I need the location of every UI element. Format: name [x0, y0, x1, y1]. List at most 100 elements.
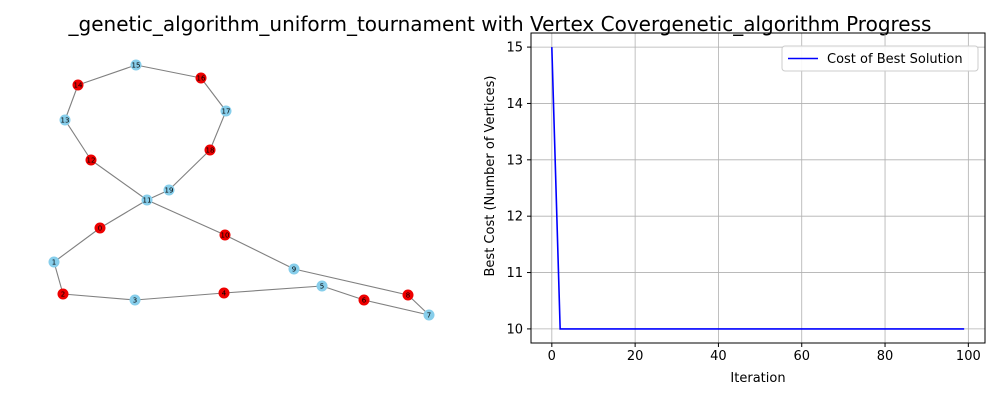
graph-edge — [134, 292, 225, 301]
graph-edge — [209, 110, 227, 151]
graph-node-marker — [204, 144, 216, 156]
graph-node-label: 9 — [292, 266, 296, 274]
graph-edge — [363, 299, 430, 316]
graph-edge — [77, 64, 137, 86]
graph-node: 12 — [85, 154, 97, 166]
graph-node-label: 16 — [197, 75, 206, 83]
graph-node: 6 — [358, 294, 370, 306]
graph-node-label: 1 — [52, 259, 56, 267]
graph-node-label: 19 — [165, 187, 174, 195]
graph-edge — [99, 199, 148, 229]
graph-node-label: 12 — [87, 157, 96, 165]
graph-edge — [321, 285, 365, 301]
graph-node-marker — [57, 288, 69, 300]
graph-node-marker — [141, 194, 153, 206]
graph-node-label: 6 — [362, 297, 367, 305]
x-axis-label: Iteration — [730, 371, 785, 386]
graph-node: 19 — [163, 184, 175, 196]
graph-node-label: 4 — [222, 290, 227, 298]
graph-node-label: 7 — [427, 312, 431, 320]
chart-ticks: 0 20 40 60 80 100 10 11 12 13 14 15 — [506, 41, 980, 364]
graph-node: 13 — [59, 114, 71, 126]
graph-node-marker — [48, 256, 60, 268]
graph-node-label: 3 — [133, 297, 137, 305]
x-tick-label: 80 — [877, 349, 894, 364]
graph-edge — [293, 268, 409, 296]
graph-node-marker — [59, 114, 71, 126]
graph-node-marker — [316, 280, 328, 292]
graph-node-label: 0 — [98, 225, 102, 233]
figure-title: _genetic_algorithm_uniform_tournament wi… — [68, 12, 932, 36]
graph-node-label: 2 — [61, 291, 65, 299]
graph-node-label: 15 — [132, 62, 141, 70]
y-tick-label: 12 — [506, 210, 523, 225]
graph-node-label: 18 — [206, 147, 215, 155]
graph-node-label: 10 — [221, 232, 230, 240]
graph-edges — [53, 64, 430, 316]
graph-node: 2 — [57, 288, 69, 300]
graph-edge — [64, 84, 79, 121]
graph-node: 5 — [316, 280, 328, 292]
graph-edge — [224, 234, 295, 270]
graph-node-marker — [220, 105, 232, 117]
graph-node-marker — [163, 184, 175, 196]
graph-node-marker — [72, 79, 84, 91]
chart-legend: Cost of Best Solution — [781, 45, 979, 72]
graph-node-marker — [195, 72, 207, 84]
graph-node: 3 — [129, 294, 141, 306]
graph-node: 11 — [141, 194, 153, 206]
chart-frame — [530, 32, 986, 344]
graph-node: 1 — [48, 256, 60, 268]
graph-edge — [53, 261, 64, 295]
graph-edge — [53, 227, 101, 263]
graph-node-marker — [423, 309, 435, 321]
graph-edge — [64, 119, 92, 161]
graph-node: 17 — [220, 105, 232, 117]
graph-node: 10 — [219, 229, 231, 241]
x-tick-label: 0 — [548, 349, 556, 364]
graph-node-marker — [219, 229, 231, 241]
y-tick-label: 15 — [506, 41, 523, 56]
legend-label: Cost of Best Solution — [827, 52, 963, 67]
graph-node: 14 — [72, 79, 84, 91]
graph-node-marker — [85, 154, 97, 166]
graph-node-label: 17 — [222, 108, 231, 116]
graph-edge — [168, 149, 211, 191]
graph-node-marker — [129, 294, 141, 306]
y-tick-label: 14 — [506, 97, 523, 112]
graph-edge — [146, 199, 226, 236]
graph-node: 8 — [402, 289, 414, 301]
chart-series — [551, 47, 965, 330]
x-tick-label: 100 — [956, 349, 981, 364]
graph-node-marker — [402, 289, 414, 301]
graph-node: 4 — [218, 287, 230, 299]
graph-node-label: 11 — [143, 197, 152, 205]
x-tick-label: 40 — [710, 349, 727, 364]
legend-box — [781, 45, 979, 72]
graph-node: 16 — [195, 72, 207, 84]
graph-node-marker — [218, 287, 230, 299]
y-tick-label: 10 — [506, 322, 523, 337]
series-line — [551, 47, 965, 330]
graph-edge — [62, 293, 136, 301]
graph-edge — [90, 159, 148, 201]
graph-node-marker — [288, 263, 300, 275]
graph-node-marker — [94, 222, 106, 234]
graph-node-label: 13 — [61, 117, 70, 125]
graph-node: 0 — [94, 222, 106, 234]
x-tick-label: 60 — [793, 349, 810, 364]
graph-node-marker — [130, 59, 142, 71]
graph-edge — [200, 77, 227, 112]
y-tick-label: 13 — [506, 153, 523, 168]
graph-node: 15 — [130, 59, 142, 71]
chart-grid — [531, 33, 985, 343]
graph-edge — [223, 285, 323, 294]
graph-edge — [135, 64, 202, 79]
graph-node: 18 — [204, 144, 216, 156]
y-tick-label: 11 — [506, 266, 523, 281]
graph-node: 9 — [288, 263, 300, 275]
x-tick-label: 20 — [627, 349, 644, 364]
graph-node-marker — [358, 294, 370, 306]
